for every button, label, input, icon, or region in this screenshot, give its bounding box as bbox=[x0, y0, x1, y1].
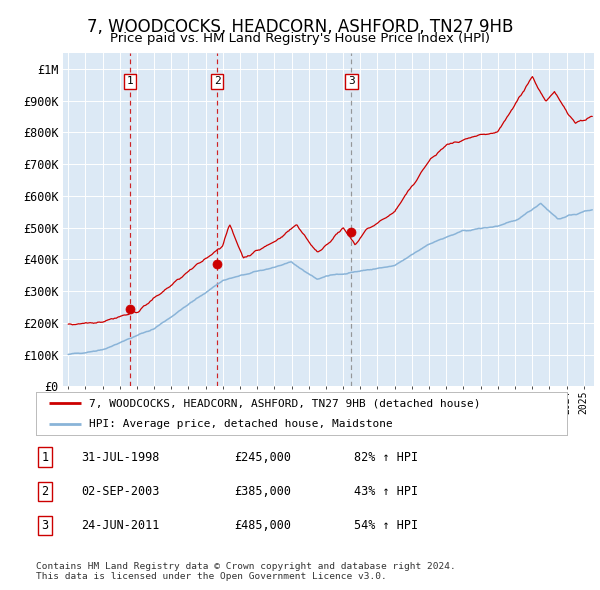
Text: Price paid vs. HM Land Registry's House Price Index (HPI): Price paid vs. HM Land Registry's House … bbox=[110, 32, 490, 45]
Text: 1: 1 bbox=[41, 451, 49, 464]
Text: 7, WOODCOCKS, HEADCORN, ASHFORD, TN27 9HB: 7, WOODCOCKS, HEADCORN, ASHFORD, TN27 9H… bbox=[87, 18, 513, 37]
Text: 31-JUL-1998: 31-JUL-1998 bbox=[81, 451, 160, 464]
Text: £485,000: £485,000 bbox=[234, 519, 291, 532]
Text: 24-JUN-2011: 24-JUN-2011 bbox=[81, 519, 160, 532]
Text: £385,000: £385,000 bbox=[234, 485, 291, 498]
Text: 7, WOODCOCKS, HEADCORN, ASHFORD, TN27 9HB (detached house): 7, WOODCOCKS, HEADCORN, ASHFORD, TN27 9H… bbox=[89, 398, 481, 408]
Text: Contains HM Land Registry data © Crown copyright and database right 2024.
This d: Contains HM Land Registry data © Crown c… bbox=[36, 562, 456, 581]
Text: 43% ↑ HPI: 43% ↑ HPI bbox=[354, 485, 418, 498]
Text: 54% ↑ HPI: 54% ↑ HPI bbox=[354, 519, 418, 532]
Text: HPI: Average price, detached house, Maidstone: HPI: Average price, detached house, Maid… bbox=[89, 419, 393, 429]
Text: 3: 3 bbox=[348, 77, 355, 86]
Text: £245,000: £245,000 bbox=[234, 451, 291, 464]
Text: 2: 2 bbox=[214, 77, 221, 86]
Text: 2: 2 bbox=[41, 485, 49, 498]
Text: 02-SEP-2003: 02-SEP-2003 bbox=[81, 485, 160, 498]
Text: 82% ↑ HPI: 82% ↑ HPI bbox=[354, 451, 418, 464]
Text: 3: 3 bbox=[41, 519, 49, 532]
Text: 1: 1 bbox=[127, 77, 133, 86]
